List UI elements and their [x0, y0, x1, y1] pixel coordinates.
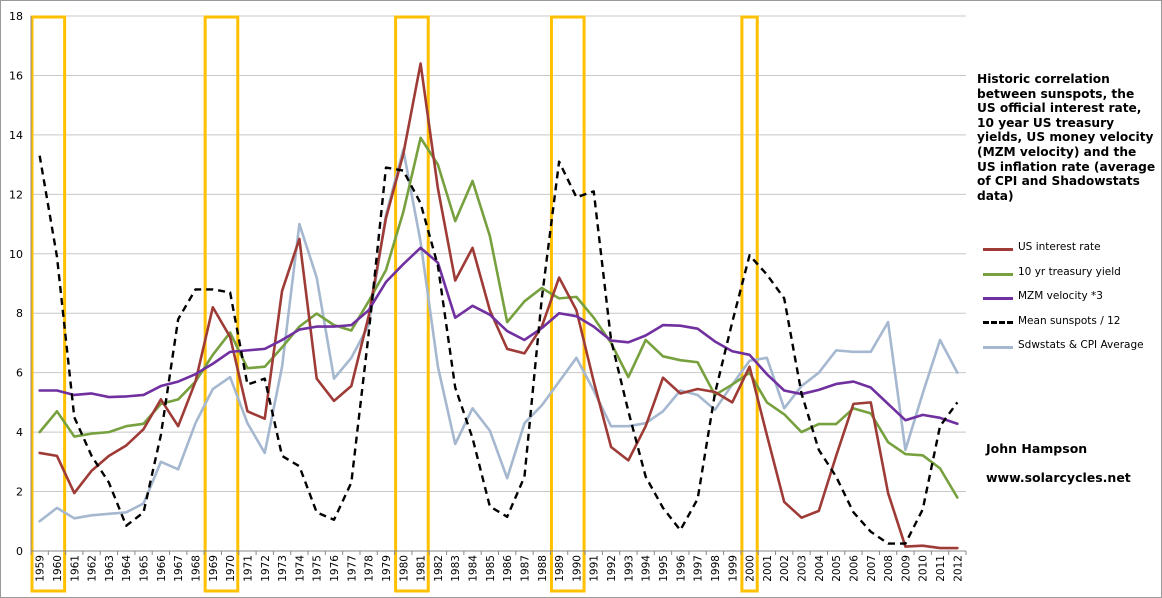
highlight-box [203, 15, 240, 593]
x-tick-label: 1989 [554, 555, 566, 582]
x-tick-label: 1978 [364, 555, 376, 582]
x-tick-label: 1975 [312, 555, 324, 582]
x-tick-label: 1960 [52, 555, 64, 582]
x-tick-label: 2004 [814, 555, 826, 582]
y-tick-label: 12 [9, 188, 23, 201]
x-tick-label: 1993 [623, 555, 635, 582]
x-tick-label: 2007 [866, 555, 878, 582]
x-tick-label: 2008 [883, 555, 895, 582]
x-tick-label: 1972 [260, 555, 272, 582]
x-tick-label: 2005 [831, 555, 843, 582]
legend-item-inflation: Sdwstats & CPI Average [983, 338, 1158, 356]
legend-swatch-sunspots [983, 321, 1013, 324]
series-line-interest [38, 62, 959, 550]
x-tick-label: 1968 [190, 555, 202, 582]
x-tick-label: 1994 [641, 555, 653, 582]
legend-label: MZM velocity *3 [1018, 290, 1103, 302]
y-tick-label: 2 [16, 486, 23, 499]
x-tick-label: 1981 [416, 555, 428, 582]
legend-label: 10 yr treasury yield [1018, 266, 1121, 278]
x-tick-label: 1969 [208, 555, 220, 582]
x-tick-label: 1996 [675, 555, 687, 582]
legend-swatch-interest-rate [983, 248, 1013, 251]
y-tick-label: 16 [9, 69, 23, 82]
legend-item-sunspots: Mean sunspots / 12 [983, 314, 1158, 332]
x-tick-label: 1998 [710, 555, 722, 582]
x-tick-label: 1986 [502, 555, 514, 582]
x-tick-label: 1999 [727, 555, 739, 582]
x-tick-label: 2003 [797, 555, 809, 582]
highlight-box [740, 15, 759, 593]
legend-swatch-treasury-yield [983, 273, 1013, 276]
x-tick-label: 1973 [277, 555, 289, 582]
y-tick-label: 0 [16, 545, 23, 558]
legend-label: Mean sunspots / 12 [1018, 315, 1121, 327]
x-tick-label: 1966 [156, 555, 168, 582]
author-name: John Hampson [986, 441, 1088, 456]
website-url: www.solarcycles.net [986, 470, 1131, 485]
x-tick-label: 1985 [485, 555, 497, 582]
x-tick-label: 1992 [606, 555, 618, 582]
x-tick-label: 1962 [87, 555, 99, 582]
x-tick-label: 1967 [173, 555, 185, 582]
legend-item-interest-rate: US interest rate [983, 240, 1158, 258]
x-tick-label: 2000 [745, 555, 757, 582]
legend-label: Sdwstats & CPI Average [1018, 339, 1144, 351]
series-line-mzm [38, 246, 959, 426]
x-tick-label: 2011 [935, 555, 947, 582]
y-tick-label: 18 [9, 10, 23, 23]
x-tick-label: 1977 [346, 555, 358, 582]
y-tick-label: 4 [16, 426, 23, 439]
legend-item-treasury-yield: 10 yr treasury yield [983, 265, 1158, 283]
x-tick-label: 1984 [468, 555, 480, 582]
chart-description: Historic correlation between sunspots, t… [977, 72, 1156, 203]
x-tick-label: 1964 [121, 555, 133, 582]
y-tick-label: 10 [9, 248, 23, 261]
x-tick-label: 1971 [242, 555, 254, 582]
x-tick-label: 1961 [69, 555, 81, 582]
series-line-treasury [38, 136, 959, 499]
x-tick-label: 1988 [537, 555, 549, 582]
x-tick-label: 1991 [589, 555, 601, 582]
y-tick-label: 8 [16, 307, 23, 320]
x-tick-label: 2001 [762, 555, 774, 582]
x-tick-label: 1982 [433, 555, 445, 582]
x-tick-label: 1970 [225, 555, 237, 582]
x-tick-label: 1979 [381, 555, 393, 582]
x-tick-label: 1959 [35, 555, 47, 582]
y-tick-label: 14 [9, 129, 23, 142]
x-tick-label: 1997 [693, 555, 705, 582]
legend-swatch-mzm-velocity [983, 297, 1013, 300]
legend-item-mzm-velocity: MZM velocity *3 [983, 289, 1158, 307]
highlight-box [549, 15, 586, 593]
x-tick-label: 2009 [900, 555, 912, 582]
x-tick-label: 1963 [104, 555, 116, 582]
highlight-box [30, 15, 67, 593]
x-tick-label: 2012 [952, 555, 964, 582]
y-tick-label: 6 [16, 367, 23, 380]
x-tick-label: 1983 [450, 555, 462, 582]
x-tick-label: 1974 [294, 555, 306, 582]
x-tick-label: 1980 [398, 555, 410, 582]
x-tick-label: 2006 [848, 555, 860, 582]
series-line-inflation [38, 148, 959, 523]
x-tick-label: 2010 [918, 555, 930, 582]
x-tick-label: 1987 [519, 555, 531, 582]
legend-swatch-inflation [983, 346, 1013, 349]
x-tick-label: 2002 [779, 555, 791, 582]
x-tick-label: 1976 [329, 555, 341, 582]
x-tick-label: 1995 [658, 555, 670, 582]
legend-label: US interest rate [1018, 241, 1101, 253]
series-line-sunspots [38, 155, 959, 545]
x-tick-label: 1990 [571, 555, 583, 582]
x-tick-label: 1965 [139, 555, 151, 582]
